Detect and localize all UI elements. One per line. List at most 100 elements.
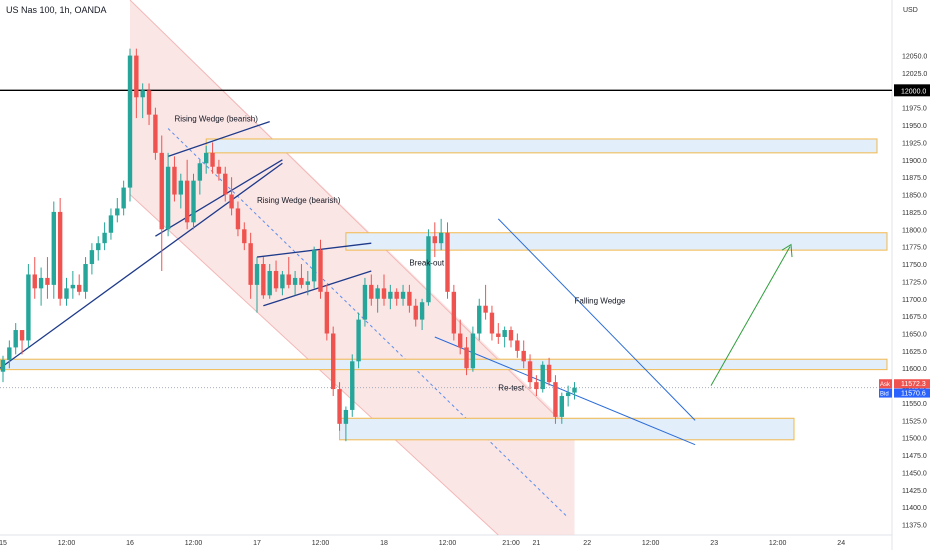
candle-bearish[interactable]	[381, 288, 387, 299]
candle-bullish[interactable]	[426, 236, 431, 303]
candle-bearish[interactable]	[546, 364, 552, 383]
candle-bearish[interactable]	[223, 173, 228, 195]
candle-bullish[interactable]	[254, 264, 260, 285]
candle-bearish[interactable]	[407, 291, 412, 306]
candle-bearish[interactable]	[19, 330, 25, 341]
candle-bullish[interactable]	[165, 166, 171, 230]
candle-bearish[interactable]	[159, 152, 164, 230]
candle-bearish[interactable]	[337, 389, 342, 424]
candle-bullish[interactable]	[204, 152, 209, 164]
candle-bearish[interactable]	[210, 152, 215, 167]
candle-bullish[interactable]	[51, 211, 56, 285]
candle-bullish[interactable]	[419, 302, 425, 320]
candle-bullish[interactable]	[375, 288, 380, 299]
candle-bearish[interactable]	[534, 382, 539, 390]
candle-bullish[interactable]	[400, 291, 406, 299]
candle-bullish[interactable]	[83, 264, 88, 292]
candle-bearish[interactable]	[146, 90, 152, 115]
candle-bearish[interactable]	[77, 284, 82, 292]
price-tick-label: 11975.0	[902, 106, 927, 113]
candle-bullish[interactable]	[127, 55, 133, 188]
candle-bearish[interactable]	[172, 166, 177, 195]
candle-bearish[interactable]	[299, 277, 304, 285]
candle-bullish[interactable]	[540, 364, 545, 390]
candle-bullish[interactable]	[438, 232, 444, 244]
price-tick-label: 11675.0	[902, 314, 927, 321]
candle-bullish[interactable]	[26, 274, 31, 341]
candle-bearish[interactable]	[216, 166, 222, 174]
candle-bearish[interactable]	[553, 382, 558, 417]
candle-bullish[interactable]	[267, 270, 272, 296]
candle-bullish[interactable]	[280, 274, 285, 289]
candle-bullish[interactable]	[197, 163, 203, 181]
candle-bullish[interactable]	[343, 409, 349, 424]
price-tick-label: 11900.0	[902, 158, 927, 165]
candle-bullish[interactable]	[559, 396, 564, 417]
candle-bearish[interactable]	[527, 361, 533, 383]
candle-bullish[interactable]	[102, 232, 107, 244]
candle-bullish[interactable]	[38, 277, 44, 289]
candle-bearish[interactable]	[324, 291, 330, 334]
candle-bearish[interactable]	[229, 194, 234, 209]
candle-bearish[interactable]	[134, 55, 139, 98]
candle-bearish[interactable]	[369, 284, 374, 299]
candle-bearish[interactable]	[464, 347, 469, 369]
candle-bullish[interactable]	[89, 250, 95, 265]
candle-bullish[interactable]	[121, 187, 126, 209]
candle-bearish[interactable]	[153, 114, 158, 153]
candle-bullish[interactable]	[572, 387, 577, 393]
wedge1-lower-line	[155, 159, 283, 237]
candle-bullish[interactable]	[108, 215, 114, 233]
candle-bullish[interactable]	[356, 319, 361, 362]
candle-bullish[interactable]	[470, 333, 476, 369]
candle-bullish[interactable]	[311, 250, 317, 282]
candle-bullish[interactable]	[565, 392, 571, 397]
candle-bullish[interactable]	[477, 305, 482, 334]
candle-bullish[interactable]	[292, 277, 298, 285]
candle-bearish[interactable]	[515, 340, 520, 351]
candle-bullish[interactable]	[115, 208, 120, 216]
candle-bullish[interactable]	[70, 284, 76, 289]
candle-bearish[interactable]	[451, 291, 457, 334]
candle-bullish[interactable]	[13, 330, 18, 348]
candle-bullish[interactable]	[178, 180, 183, 195]
candle-bullish[interactable]	[362, 284, 368, 320]
candle-bearish[interactable]	[45, 277, 50, 285]
candle-bearish[interactable]	[394, 291, 399, 299]
candle-bearish[interactable]	[496, 333, 501, 337]
time-tick-label: 22	[583, 540, 591, 547]
projection-arrow-head	[781, 243, 793, 258]
candle-bearish[interactable]	[432, 236, 437, 244]
candle-bullish[interactable]	[7, 347, 12, 360]
candle-bearish[interactable]	[445, 232, 450, 292]
candle-bearish[interactable]	[413, 305, 418, 320]
candle-bullish[interactable]	[191, 180, 196, 223]
candle-bearish[interactable]	[184, 180, 190, 223]
candle-bearish[interactable]	[57, 211, 63, 299]
candle-bearish[interactable]	[261, 264, 266, 296]
candle-bearish[interactable]	[521, 350, 526, 362]
candle-bearish[interactable]	[489, 312, 495, 334]
candle-bearish[interactable]	[508, 330, 514, 341]
candle-bearish[interactable]	[242, 229, 247, 244]
candle-bearish[interactable]	[32, 274, 37, 289]
candle-bullish[interactable]	[388, 291, 393, 299]
candle-bearish[interactable]	[235, 208, 241, 230]
candle-bullish[interactable]	[350, 361, 355, 410]
candle-bullish[interactable]	[96, 243, 101, 251]
candle-bullish[interactable]	[305, 281, 310, 285]
annotation-label: Rising Wedge (bearish)	[174, 115, 258, 124]
candle-bearish[interactable]	[286, 274, 291, 285]
candle-bearish[interactable]	[248, 243, 253, 285]
candle-bullish[interactable]	[0, 359, 6, 372]
candle-bearish[interactable]	[331, 333, 336, 390]
candle-bearish[interactable]	[458, 333, 463, 348]
candle-bullish[interactable]	[64, 288, 69, 299]
candle-bullish[interactable]	[140, 90, 145, 98]
candle-bearish[interactable]	[318, 250, 323, 292]
candle-bearish[interactable]	[273, 270, 279, 289]
candle-bullish[interactable]	[502, 330, 507, 337]
price-tick-label: 11775.0	[902, 245, 927, 252]
candle-bearish[interactable]	[483, 305, 488, 313]
